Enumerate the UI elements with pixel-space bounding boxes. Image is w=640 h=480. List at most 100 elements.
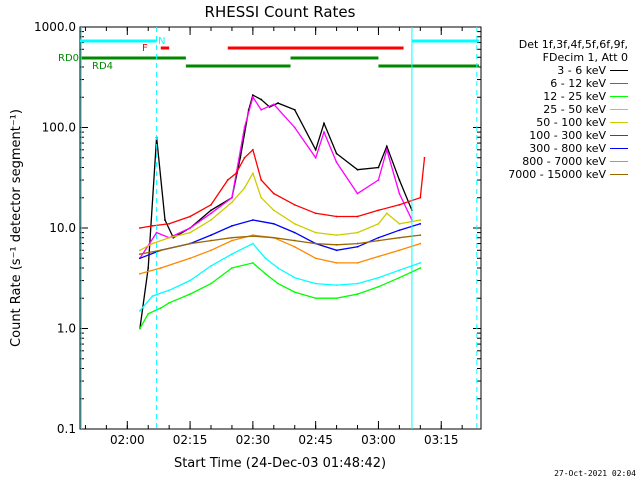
data-point-6-12-kev bbox=[293, 126, 296, 129]
data-point-800-7000-kev bbox=[210, 249, 212, 252]
data-point-12-25-kev bbox=[356, 293, 359, 295]
y-tick-label: 10.0 bbox=[49, 221, 76, 235]
legend-entry: 3 - 6 keV bbox=[478, 64, 628, 77]
series-line-800-7000-kev bbox=[139, 234, 421, 275]
data-point-100-300-kev bbox=[189, 215, 191, 218]
series-layer bbox=[138, 94, 426, 330]
legend-entry-label: 300 - 800 keV bbox=[529, 142, 606, 155]
data-point-6-12-kev bbox=[155, 231, 158, 234]
data-point-7000-15000-kev bbox=[293, 239, 296, 242]
data-point-50-100-kev bbox=[385, 212, 388, 215]
data-point-12-25-kev bbox=[168, 301, 171, 304]
x-tick-label: 02:15 bbox=[173, 433, 208, 447]
data-point-800-7000-kev bbox=[419, 242, 422, 245]
data-point-100-300-kev bbox=[419, 196, 422, 199]
data-point-100-300-kev bbox=[138, 227, 141, 229]
legend-entry-label: 7000 - 15000 keV bbox=[508, 168, 606, 181]
data-point-800-7000-kev bbox=[335, 261, 338, 264]
data-point-50-100-kev bbox=[377, 222, 380, 225]
data-point-7000-15000-kev bbox=[356, 242, 359, 245]
data-point-3-6-kev bbox=[356, 168, 359, 171]
data-point-100-300-kev bbox=[335, 215, 338, 218]
legend-swatch bbox=[610, 148, 628, 149]
data-point-6-12-kev bbox=[231, 196, 233, 199]
legend-swatch bbox=[610, 174, 628, 175]
data-point-25-50-kev bbox=[377, 276, 380, 279]
data-point-100-300-kev bbox=[293, 203, 296, 206]
legend-entry-label: 800 - 7000 keV bbox=[522, 155, 606, 168]
data-point-3-6-kev bbox=[277, 102, 279, 104]
x-tick-label: 02:00 bbox=[110, 433, 145, 447]
data-point-25-50-kev bbox=[293, 276, 296, 279]
data-point-25-50-kev bbox=[335, 284, 338, 287]
data-point-100-300-kev bbox=[377, 209, 380, 212]
data-point-3-6-kev bbox=[260, 98, 263, 101]
legend-entry: 12 - 25 keV bbox=[478, 90, 628, 103]
legend-header-line-2: FDecim 1, Att 0 bbox=[542, 51, 628, 64]
data-point-12-25-kev bbox=[335, 297, 338, 300]
x-tick-label: 02:45 bbox=[298, 433, 333, 447]
data-point-50-100-kev bbox=[293, 222, 296, 225]
data-point-6-12-kev bbox=[398, 192, 401, 195]
data-point-12-25-kev bbox=[419, 267, 422, 269]
data-point-7000-15000-kev bbox=[231, 236, 233, 239]
data-point-12-25-kev bbox=[138, 327, 141, 330]
data-point-50-100-kev bbox=[356, 231, 359, 234]
data-point-25-50-kev bbox=[314, 282, 317, 285]
state-bar-label: F bbox=[142, 43, 148, 54]
legend-entry: 7000 - 15000 keV bbox=[478, 168, 628, 181]
data-point-12-25-kev bbox=[377, 285, 380, 288]
data-point-100-300-kev bbox=[151, 224, 154, 227]
data-point-3-6-kev bbox=[335, 152, 338, 155]
state-bar-label: RD4 bbox=[92, 61, 113, 72]
data-point-100-300-kev bbox=[168, 222, 171, 225]
data-point-50-100-kev bbox=[260, 196, 263, 199]
data-point-25-50-kev bbox=[151, 295, 154, 298]
data-point-12-25-kev bbox=[277, 282, 279, 285]
data-point-100-300-kev bbox=[260, 179, 263, 181]
data-point-300-800-kev bbox=[356, 245, 359, 248]
data-point-100-300-kev bbox=[423, 156, 426, 159]
data-point-800-7000-kev bbox=[159, 267, 162, 269]
data-point-6-12-kev bbox=[356, 192, 359, 195]
data-point-7000-15000-kev bbox=[272, 236, 275, 239]
data-point-50-100-kev bbox=[314, 231, 317, 234]
timestamp-footer: 27-Oct-2021 02:04 bbox=[554, 469, 636, 478]
data-point-25-50-kev bbox=[138, 309, 141, 312]
x-axis-label: Start Time (24-Dec-03 01:48:42) bbox=[174, 456, 386, 471]
legend-entry: 100 - 300 keV bbox=[478, 129, 628, 142]
data-point-3-6-kev bbox=[164, 219, 166, 221]
legend-swatch bbox=[610, 83, 628, 84]
data-point-300-800-kev bbox=[251, 219, 254, 221]
data-point-6-12-kev bbox=[189, 227, 191, 229]
legend-entry: 6 - 12 keV bbox=[478, 77, 628, 90]
data-point-25-50-kev bbox=[419, 261, 422, 264]
legend-entry-label: 6 - 12 keV bbox=[550, 77, 606, 90]
data-point-25-50-kev bbox=[277, 267, 279, 269]
data-point-12-25-kev bbox=[159, 307, 162, 309]
data-point-50-100-kev bbox=[210, 219, 212, 221]
data-point-300-800-kev bbox=[335, 249, 338, 252]
data-point-800-7000-kev bbox=[377, 255, 380, 258]
legend-entry-label: 3 - 6 keV bbox=[557, 64, 606, 77]
data-point-25-50-kev bbox=[264, 257, 267, 260]
data-point-12-25-kev bbox=[210, 282, 212, 285]
data-point-100-300-kev bbox=[226, 179, 229, 181]
data-point-300-800-kev bbox=[419, 222, 422, 225]
data-point-300-800-kev bbox=[138, 257, 141, 260]
legend-swatch bbox=[610, 96, 628, 97]
data-point-7000-15000-kev bbox=[189, 242, 191, 245]
data-point-6-12-kev bbox=[243, 126, 246, 129]
data-point-12-25-kev bbox=[264, 272, 267, 275]
series-line-7000-15000-kev bbox=[139, 234, 421, 255]
data-point-25-50-kev bbox=[251, 242, 254, 245]
data-point-12-25-kev bbox=[231, 267, 233, 269]
data-point-100-300-kev bbox=[356, 215, 359, 218]
legend-swatch bbox=[610, 135, 628, 136]
data-point-100-300-kev bbox=[235, 172, 238, 175]
data-point-7000-15000-kev bbox=[419, 234, 422, 236]
data-point-800-7000-kev bbox=[189, 257, 191, 260]
data-point-300-800-kev bbox=[272, 222, 275, 225]
data-point-300-800-kev bbox=[293, 231, 296, 234]
legend-entry: 800 - 7000 keV bbox=[478, 155, 628, 168]
